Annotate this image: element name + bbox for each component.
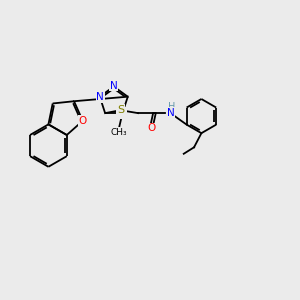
Text: H: H [168, 102, 176, 112]
Text: O: O [79, 116, 87, 126]
Text: CH₃: CH₃ [111, 128, 127, 137]
Text: N: N [110, 81, 118, 91]
Text: N: N [97, 92, 104, 102]
Text: N: N [167, 108, 174, 118]
Text: N: N [118, 108, 126, 118]
Text: O: O [148, 123, 156, 134]
Text: S: S [117, 105, 124, 115]
